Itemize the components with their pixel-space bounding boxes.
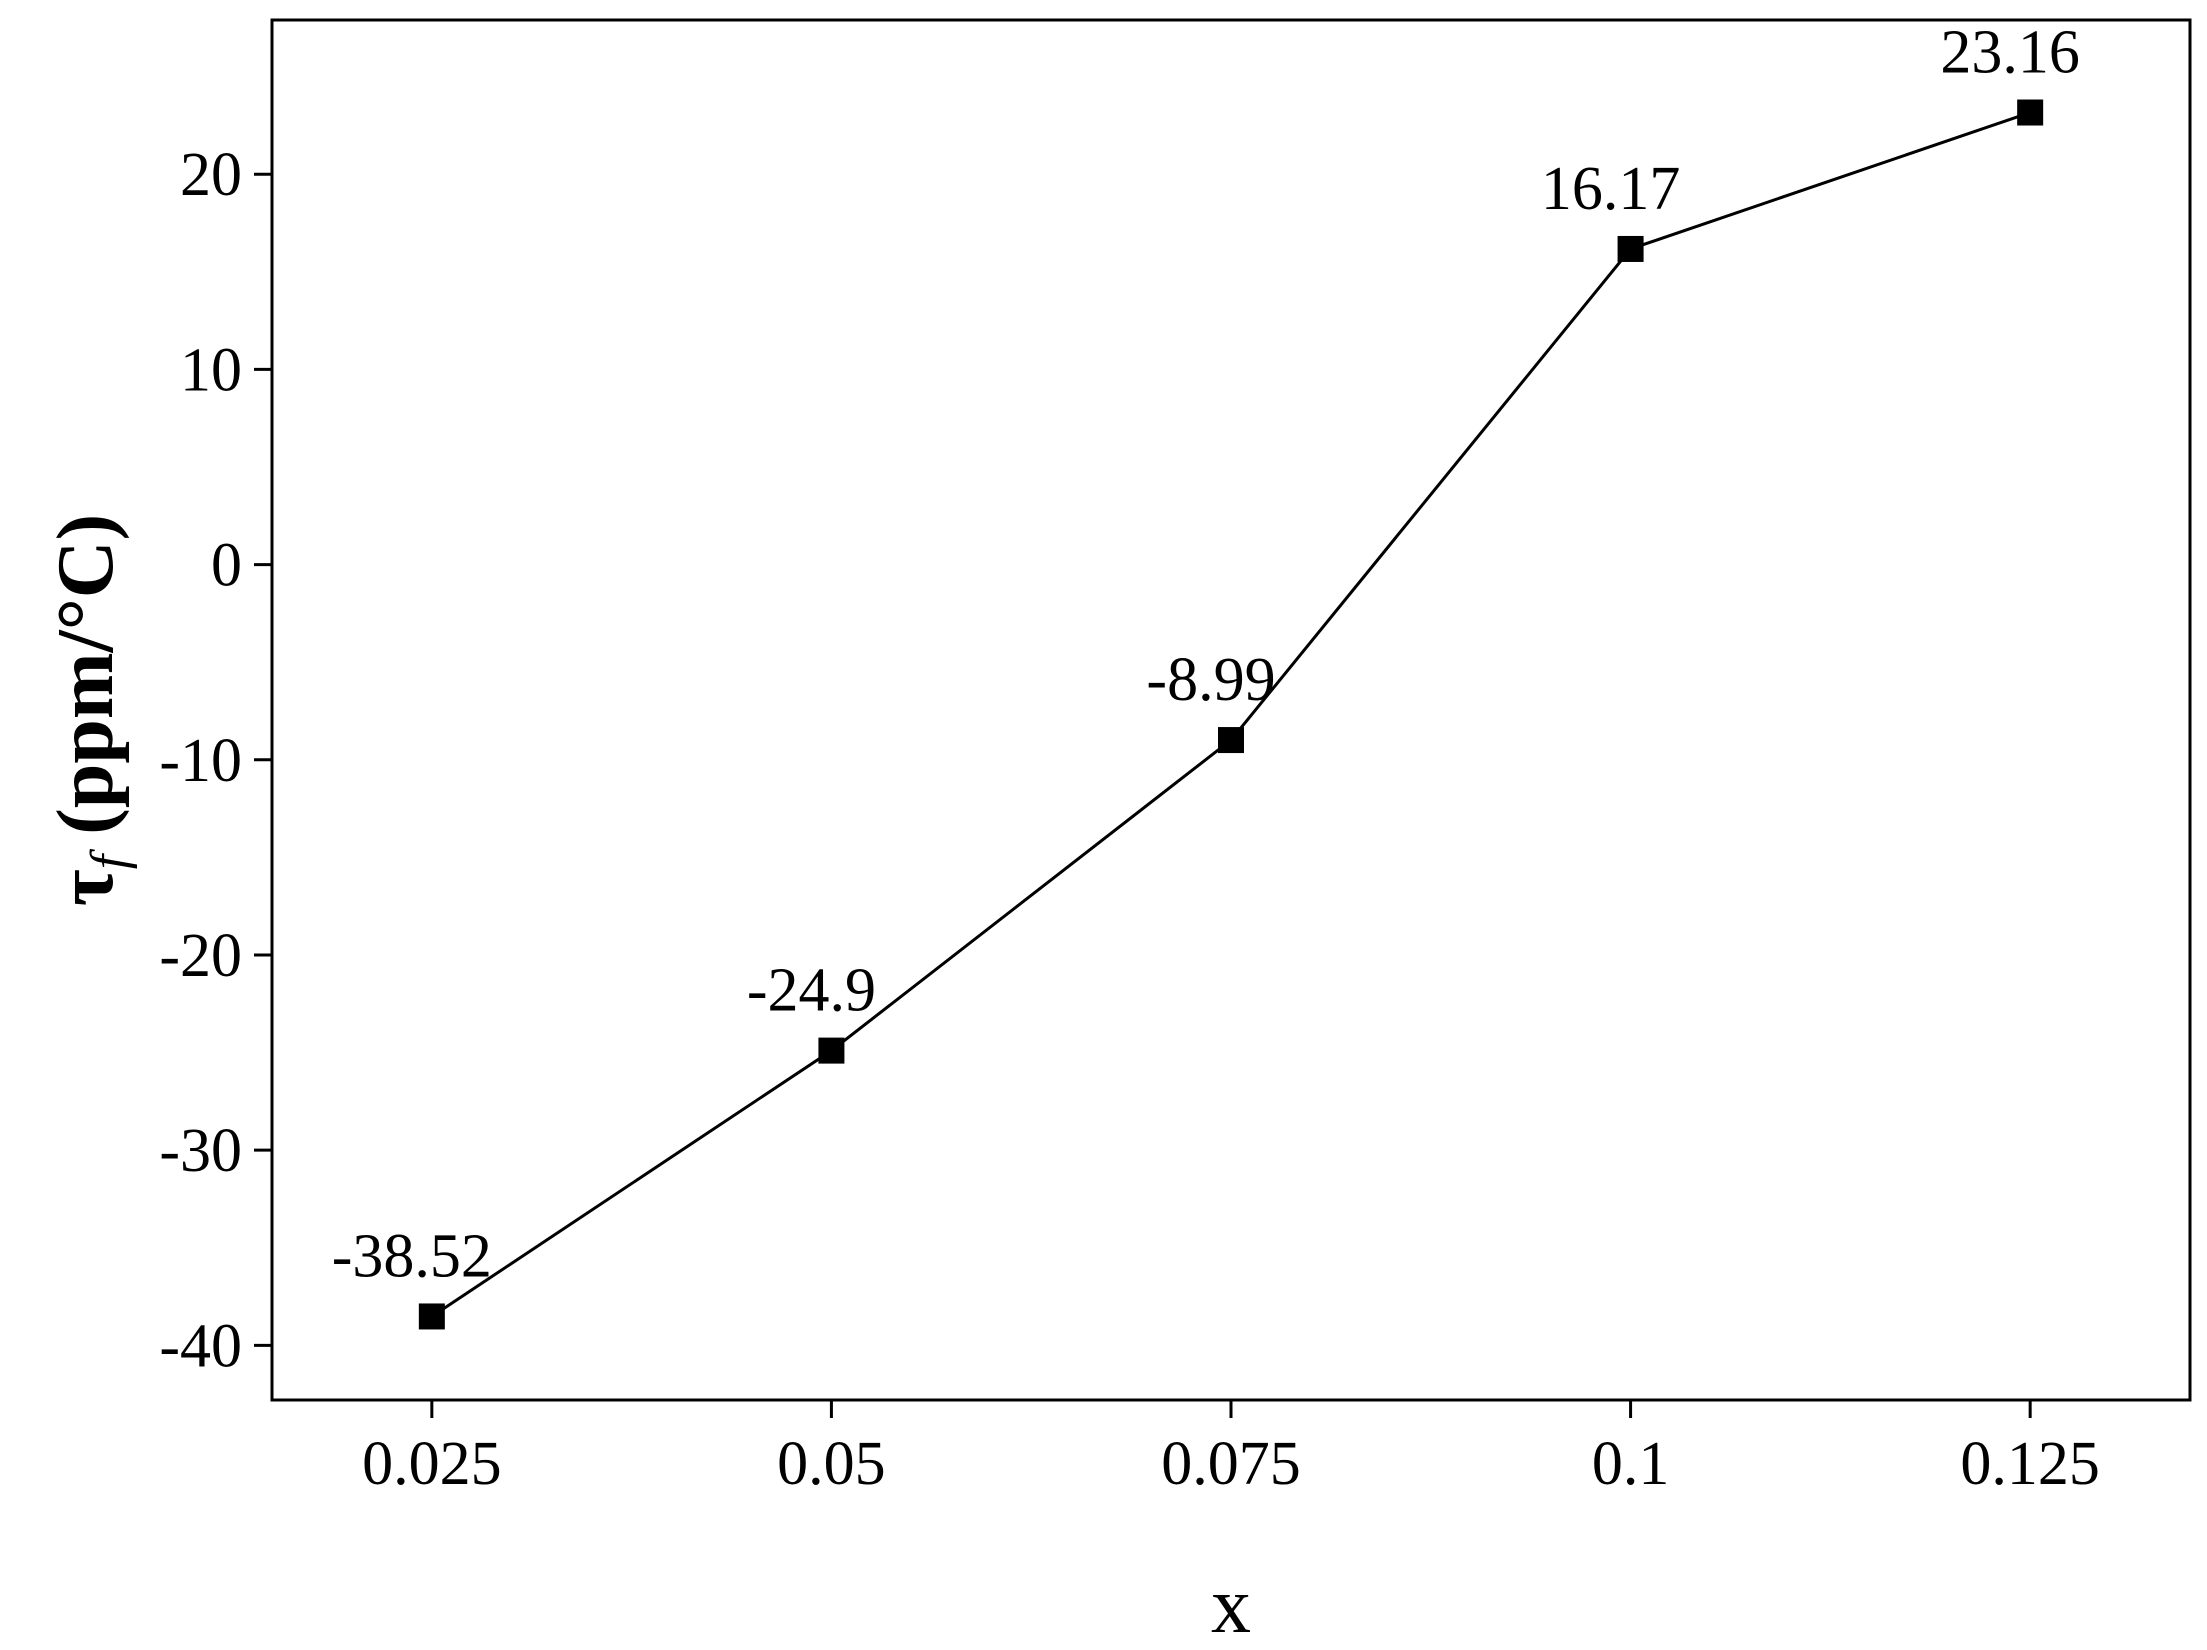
series-markers <box>418 99 2044 1330</box>
data-point <box>418 1303 445 1330</box>
x-tick-label: 0.05 <box>777 1430 886 1498</box>
data-labels: -38.52 -24.9 -8.99 16.17 23.16 <box>332 19 2080 1291</box>
y-tick-label: -10 <box>159 727 242 795</box>
data-point <box>818 1037 845 1064</box>
x-tick-label: 0.075 <box>1161 1430 1301 1498</box>
data-label: 23.16 <box>1940 19 2080 87</box>
x-axis: 0.025 0.05 0.075 0.1 0.125 <box>362 1400 2100 1498</box>
data-point <box>1617 235 1644 262</box>
series-line <box>431 111 2031 1318</box>
y-tick-label: 20 <box>180 141 242 209</box>
data-point <box>1218 727 1244 754</box>
y-tick-label: 0 <box>211 532 242 600</box>
data-label: 16.17 <box>1541 155 1681 223</box>
x-axis-title: x <box>1211 1562 1251 1650</box>
data-label: -24.9 <box>747 957 876 1025</box>
x-tick-label: 0.025 <box>362 1430 502 1498</box>
y-axis: -40 -30 -20 -10 0 10 20 <box>159 141 272 1380</box>
x-tick-label: 0.1 <box>1592 1430 1670 1498</box>
y-axis-title-unit: (ppm/°C) <box>42 514 130 855</box>
y-tick-label: -20 <box>159 922 242 990</box>
data-point <box>2017 99 2044 126</box>
y-axis-title: τf (ppm/°C) <box>42 514 138 906</box>
data-label: -38.52 <box>332 1222 492 1290</box>
y-tick-label: -40 <box>159 1312 242 1380</box>
data-label: -8.99 <box>1146 646 1275 714</box>
y-tick-label: -30 <box>159 1117 242 1185</box>
y-axis-title-symbol: τ <box>42 869 130 906</box>
x-tick-label: 0.125 <box>1960 1430 2100 1498</box>
y-tick-label: 10 <box>180 336 242 404</box>
